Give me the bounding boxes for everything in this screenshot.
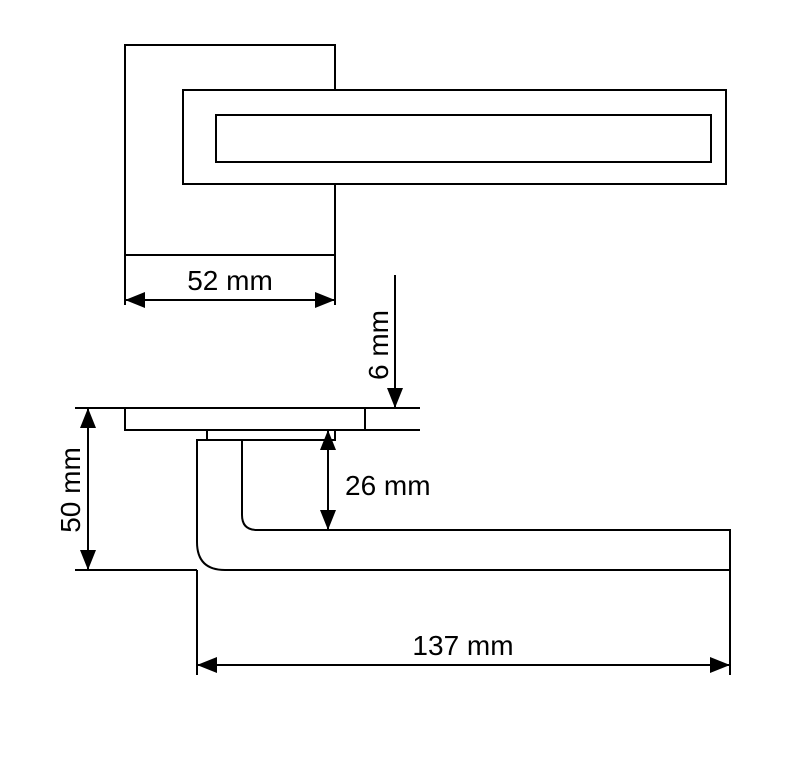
dim-label-26: 26 mm — [345, 470, 431, 501]
dim-label-6: 6 mm — [363, 310, 394, 380]
arrow-50-down — [80, 550, 96, 570]
handle-outer — [183, 90, 726, 184]
arrow-50-up — [80, 408, 96, 428]
plate-stem — [207, 430, 335, 440]
arrow-26-down — [320, 510, 336, 530]
technical-drawing: 52 mm 6 mm 26 mm 50 mm 137 mm — [0, 0, 797, 773]
arrow-52-left — [125, 292, 145, 308]
lever-outline — [197, 440, 730, 570]
handle-inner — [216, 115, 711, 162]
rose-plate-outline — [125, 45, 335, 255]
arrow-6-down — [387, 388, 403, 408]
dim-label-50: 50 mm — [55, 447, 86, 533]
arrow-52-right — [315, 292, 335, 308]
arrow-137-left — [197, 657, 217, 673]
mounting-plate — [125, 408, 365, 430]
dim-label-137: 137 mm — [412, 630, 513, 661]
dim-label-52: 52 mm — [187, 265, 273, 296]
arrow-137-right — [710, 657, 730, 673]
